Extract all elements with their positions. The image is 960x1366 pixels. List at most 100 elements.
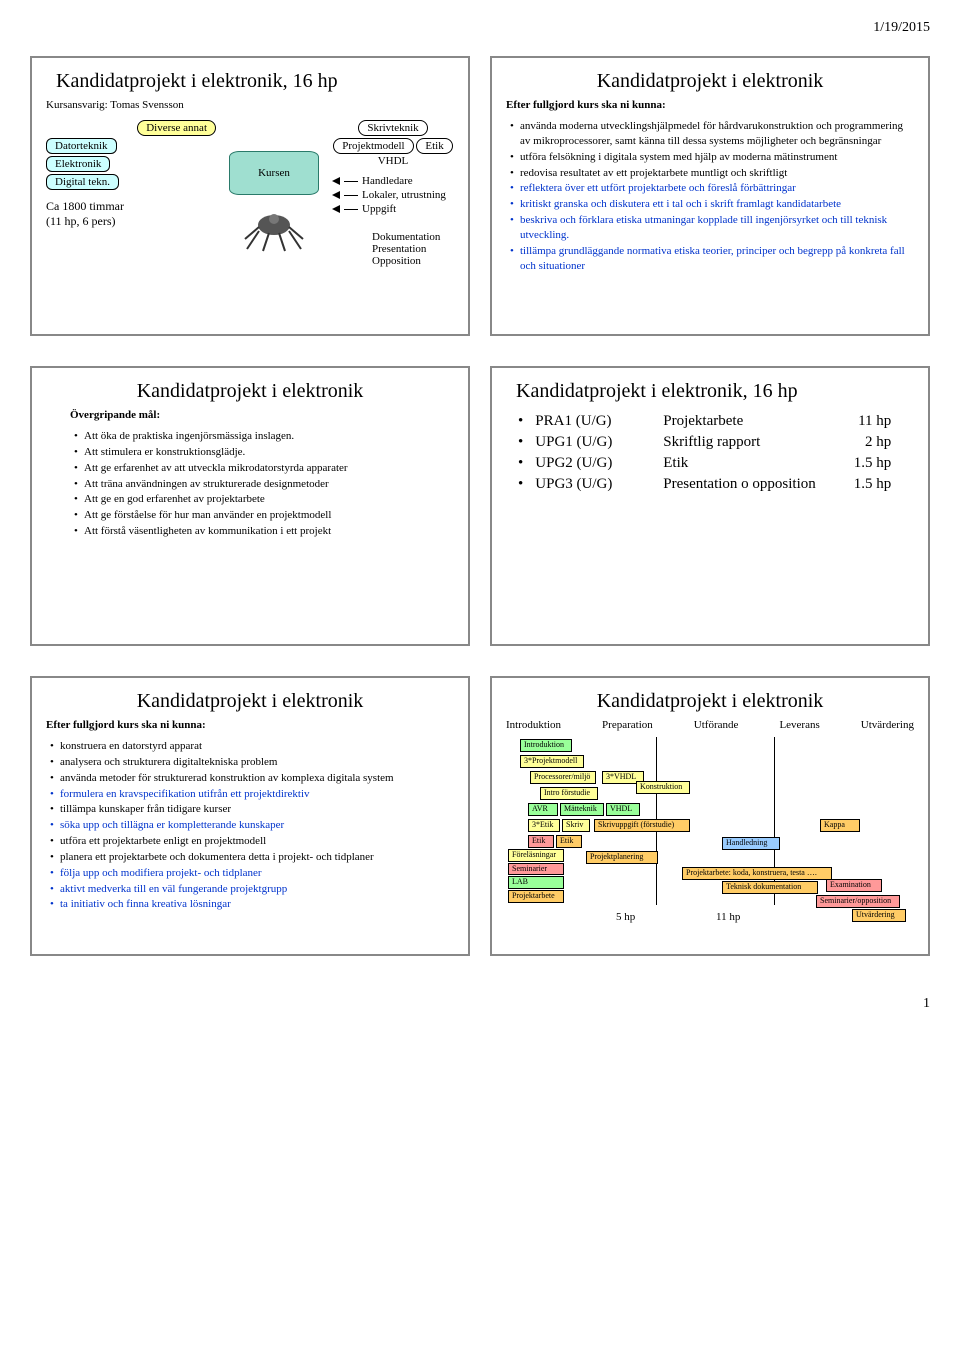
legend-box: Föreläsningar [508, 849, 564, 862]
slide1-title: Kandidatprojekt i elektronik, 16 hp [56, 70, 454, 93]
timeline-box: AVR [528, 803, 558, 816]
slide5-item: formulera en kravspecifikation utifrån e… [50, 787, 454, 802]
slide-3: Kandidatprojekt i elektronik Övergripand… [30, 366, 470, 646]
txt-pres: Presentation [372, 243, 454, 255]
pill-skriv: Skrivteknik [358, 120, 427, 136]
slide5-item: konstruera en datorstyrd apparat [50, 739, 454, 754]
page-number: 1 [30, 996, 930, 1012]
slide2-item: använda moderna utvecklingshjälpmedel fö… [510, 119, 914, 149]
slide2-item: utföra felsökning i digitala system med … [510, 150, 914, 165]
timeline-box: Processorer/miljö [530, 771, 596, 784]
timeline-box: VHDL [606, 803, 640, 816]
slide3-item: Att förstå väsentligheten av kommunikati… [74, 524, 454, 539]
course-row: UPG3 (U/G)Presentation o opposition1.5 h… [506, 476, 914, 493]
slide3-list: Att öka de praktiska ingenjörsmässiga in… [70, 429, 454, 539]
timeline-box: Utvärdering [852, 909, 906, 922]
slide5-lead: Efter fullgjord kurs ska ni kunna: [46, 719, 454, 731]
phase-label: Leverans [779, 719, 819, 731]
ca-timmar: Ca 1800 timmar (11 hp, 6 pers) [46, 199, 216, 229]
timeline-box: Seminarier/opposition [816, 895, 900, 908]
timeline-box: Handledning [722, 837, 780, 850]
course-row: PRA1 (U/G)Projektarbete11 hp [506, 413, 914, 430]
slide3-item: Att öka de praktiska ingenjörsmässiga in… [74, 429, 454, 444]
timeline-box: Konstruktion [636, 781, 690, 794]
page-date: 1/19/2015 [30, 20, 930, 36]
timeline-box: Kappa [820, 819, 860, 832]
slide5-item: planera ett projektarbete och dokumenter… [50, 850, 454, 865]
slide3-title: Kandidatprojekt i elektronik [46, 380, 454, 403]
slide2-item: redovisa resultatet av ett projektarbete… [510, 166, 914, 181]
phase-label: Utförande [694, 719, 739, 731]
slide6-title: Kandidatprojekt i elektronik [506, 690, 914, 713]
slide3-item: Att ge en god erfarenhet av projektarbet… [74, 492, 454, 507]
pill-etik: Etik [416, 138, 452, 154]
timeline-box: Mätteknik [560, 803, 604, 816]
slide2-item: tillämpa grundläggande normativa etiska … [510, 244, 914, 274]
slide4-title: Kandidatprojekt i elektronik, 16 hp [516, 380, 914, 403]
legend-box: LAB [508, 876, 564, 889]
slide5-item: ta initiativ och finna kreativa lösninga… [50, 897, 454, 912]
timeline-box: 3*Etik [528, 819, 560, 832]
timeline-box: Etik [528, 835, 554, 848]
txt-lokaler: Lokaler, utrustning [362, 189, 446, 201]
txt-handledare: Handledare [362, 175, 413, 187]
timeline-box: Skrivuppgift (förstudie) [594, 819, 690, 832]
hp-label: 5 hp [616, 911, 635, 923]
txt-opp: Opposition [372, 255, 454, 267]
slide2-item: reflektera över ett utfört projektarbete… [510, 181, 914, 196]
course-row: UPG1 (U/G)Skriftlig rapport2 hp [506, 434, 914, 451]
timeline-box: Etik [556, 835, 582, 848]
legend-box: Seminarier [508, 863, 564, 876]
timeline-box: Teknisk dokumentation [722, 881, 818, 894]
slide-5: Kandidatprojekt i elektronik Efter fullg… [30, 676, 470, 956]
txt-dok: Dokumentation [372, 231, 454, 243]
slide5-item: tillämpa kunskaper från tidigare kurser [50, 802, 454, 817]
course-row: UPG2 (U/G)Etik1.5 hp [506, 455, 914, 472]
timeline-box: Examination [826, 879, 882, 892]
hp-label: 11 hp [716, 911, 740, 923]
timeline-box: Intro förstudie [540, 787, 598, 800]
pill-projmodell: Projektmodell [333, 138, 413, 154]
slide5-item: följa upp och modifiera projekt- och tid… [50, 866, 454, 881]
pill-dator: Datorteknik [46, 138, 117, 154]
timeline-box: Projektarbete: koda, konstruera, testa …… [682, 867, 832, 880]
slide5-item: utföra ett projektarbete enligt en proje… [50, 834, 454, 849]
slide-6: Kandidatprojekt i elektronik Introduktio… [490, 676, 930, 956]
slide3-item: Att träna användningen av strukturerade … [74, 477, 454, 492]
slide-1: Kandidatprojekt i elektronik, 16 hp Kurs… [30, 56, 470, 336]
phase-label: Utvärdering [861, 719, 914, 731]
phase-label: Preparation [602, 719, 653, 731]
timeline-box: Skriv [562, 819, 590, 832]
txt-vhdl: VHDL [378, 155, 409, 167]
slide2-item: kritiskt granska och diskutera ett i tal… [510, 197, 914, 212]
txt-uppgift: Uppgift [362, 203, 396, 215]
slide2-item: beskriva och förklara etiska utmaningar … [510, 213, 914, 243]
slide3-item: Att stimulera er konstruktionsglädje. [74, 445, 454, 460]
slide5-title: Kandidatprojekt i elektronik [46, 690, 454, 713]
pill-digital: Digital tekn. [46, 174, 119, 190]
slide3-item: Att ge erfarenhet av att utveckla mikrod… [74, 461, 454, 476]
phase-label: Introduktion [506, 719, 561, 731]
kursen-cyl: Kursen [229, 151, 319, 195]
slide6-timeline: Introduktion Preparation Utförande Leverans… [506, 719, 914, 929]
timeline-box: Introduktion [520, 739, 572, 752]
pill-elektronik: Elektronik [46, 156, 110, 172]
slide1-subtitle: Kursansvarig: Tomas Svensson [46, 99, 454, 111]
slide3-lead: Övergripande mål: [70, 409, 454, 421]
timeline-box: Projektplanering [586, 851, 658, 864]
slide5-list: konstruera en datorstyrd apparatanalyser… [46, 739, 454, 912]
slide-4: Kandidatprojekt i elektronik, 16 hp PRA1… [490, 366, 930, 646]
slide5-item: använda metoder för strukturerad konstru… [50, 771, 454, 786]
slides-grid: Kandidatprojekt i elektronik, 16 hp Kurs… [30, 56, 930, 956]
slide5-item: aktivt medverka till en väl fungerande p… [50, 882, 454, 897]
slide5-item: analysera och strukturera digitalteknisk… [50, 755, 454, 770]
slide2-list: använda moderna utvecklingshjälpmedel fö… [506, 119, 914, 273]
slide2-lead: Efter fullgjord kurs ska ni kunna: [506, 99, 914, 111]
slide3-item: Att ge förståelse för hur man använder e… [74, 508, 454, 523]
legend-box: Projektarbete [508, 890, 564, 903]
slide-2: Kandidatprojekt i elektronik Efter fullg… [490, 56, 930, 336]
slide5-item: söka upp och tillägna er kompletterande … [50, 818, 454, 833]
slide2-title: Kandidatprojekt i elektronik [506, 70, 914, 93]
hexapod-icon [239, 205, 309, 255]
slide4-table: PRA1 (U/G)Projektarbete11 hp UPG1 (U/G)Sk… [506, 413, 914, 493]
